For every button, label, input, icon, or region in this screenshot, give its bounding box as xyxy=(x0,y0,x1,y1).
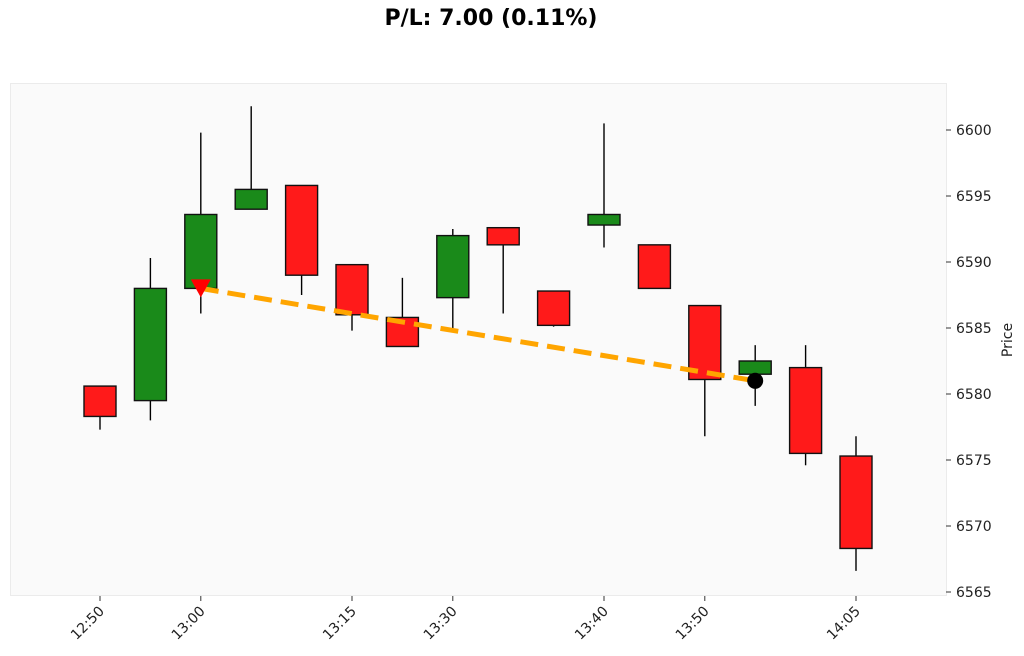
x-tick-label: 13:00 xyxy=(169,604,209,644)
x-tick-label: 13:30 xyxy=(421,604,461,644)
candle-body xyxy=(436,234,470,299)
candle-body xyxy=(587,213,621,226)
candle-body xyxy=(536,290,571,327)
y-tick-label: 6565 xyxy=(956,585,992,601)
y-tick-label: 6575 xyxy=(956,453,992,469)
candle-down xyxy=(284,184,319,295)
candle-body xyxy=(839,455,873,550)
x-tick-label: 13:50 xyxy=(673,604,713,644)
candle-body xyxy=(788,366,823,455)
candle-down xyxy=(486,226,520,314)
candle-body xyxy=(637,244,672,290)
candle-body xyxy=(284,184,319,276)
x-tick-label: 14:05 xyxy=(824,604,864,644)
trade-line xyxy=(200,285,756,384)
y-tick-label: 6590 xyxy=(956,255,992,271)
y-tick-label: 6585 xyxy=(956,321,992,337)
candle-down xyxy=(688,304,722,437)
candle-up xyxy=(234,106,268,210)
trade-overlay xyxy=(190,279,764,389)
candle-up xyxy=(133,258,168,421)
candle-body xyxy=(738,360,772,375)
x-axis: 12:50 13:00 13:15 13:30 13:40 13:50 14:05 xyxy=(68,596,864,643)
y-tick-label: 6595 xyxy=(956,189,992,205)
candle-body xyxy=(234,188,268,210)
candle-down xyxy=(335,263,369,331)
candle-body xyxy=(83,385,117,418)
candles-group xyxy=(83,106,873,571)
candle-body xyxy=(133,287,168,402)
x-tick-label: 13:40 xyxy=(572,604,612,644)
candle-body xyxy=(486,226,520,246)
candle-down xyxy=(788,345,823,466)
candle-up xyxy=(587,123,621,248)
y-tick-label: 6600 xyxy=(956,123,992,139)
candle-body xyxy=(184,213,218,290)
candle-up xyxy=(184,132,218,314)
candle-down xyxy=(536,290,571,327)
y-axis: 6565 6570 6575 6580 6585 6590 6595 6600 xyxy=(946,123,992,601)
entry-marker-icon xyxy=(190,279,211,298)
candle-body xyxy=(335,263,369,316)
x-tick-label: 12:50 xyxy=(68,604,108,644)
y-tick-label: 6580 xyxy=(956,387,992,403)
candle-down xyxy=(637,244,672,290)
candle-body xyxy=(688,304,722,381)
candle-up xyxy=(436,229,470,328)
candle-down xyxy=(83,385,117,430)
y-axis-label: Price xyxy=(1000,323,1016,357)
chart-title: P/L: 7.00 (0.11%) xyxy=(384,6,598,31)
exit-marker-icon xyxy=(747,372,764,389)
y-tick-label: 6570 xyxy=(956,519,992,535)
candle-down xyxy=(839,436,873,571)
x-tick-label: 13:15 xyxy=(320,604,360,644)
